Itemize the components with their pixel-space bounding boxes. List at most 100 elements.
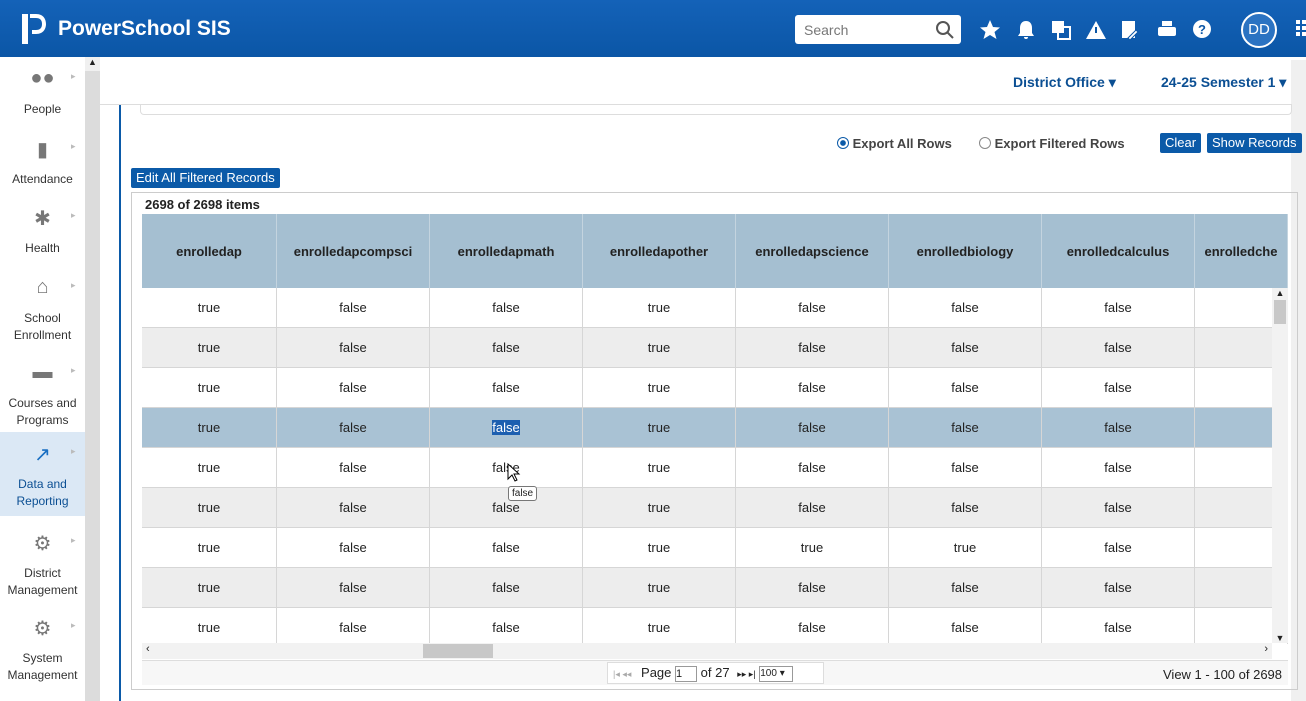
grid-cell: false (277, 368, 430, 407)
sidebar: ●● ▸ People ▮ ▸ Attendance ✱ ▸ Health ⌂ ▸ School En… (0, 57, 85, 701)
nav-arrow: ▸ (71, 535, 76, 545)
nav-label: District Management (7, 566, 78, 597)
cell-text: true (647, 620, 671, 635)
item-count: 2698 of 2698 items (145, 197, 260, 212)
cell-text: true (647, 300, 671, 315)
column-header[interactable]: enrolledapother (583, 214, 736, 288)
cell-text: false (339, 540, 367, 555)
cell-text: true (197, 460, 221, 475)
cell-text: false (798, 620, 826, 635)
nav-item[interactable]: ⚙ ▸ System Management (0, 606, 85, 690)
grid-row[interactable]: truefalsefalsetruefalsefalsefalsefal (142, 488, 1288, 528)
grid-cell: false (889, 288, 1042, 327)
cell-text: false (1104, 380, 1132, 395)
export-filtered-option[interactable]: Export Filtered Rows (979, 136, 1125, 151)
grid-cell: true (583, 488, 736, 527)
grid-cell: false (1042, 528, 1195, 567)
export-all-option[interactable]: Export All Rows (837, 136, 952, 151)
grid-cell: false (1042, 328, 1195, 367)
nav-arrow: ▸ (71, 280, 76, 290)
edit-filtered-button[interactable]: Edit All Filtered Records (131, 168, 280, 188)
term-select[interactable]: 24-25 Semester 1 ▾ (1161, 74, 1287, 90)
cell-text: false (951, 340, 979, 355)
show-records-button[interactable]: Show Records (1207, 133, 1302, 153)
grid-cell: false (430, 568, 583, 607)
column-header[interactable]: enrolledapcompsci (277, 214, 430, 288)
cell-text: false (951, 420, 979, 435)
page-label: Page (641, 665, 672, 680)
cell-text: false (1104, 500, 1132, 515)
nav-item[interactable]: ▬ ▸ Courses and Programs (0, 351, 85, 435)
cell-text: true (197, 420, 221, 435)
help-icon[interactable]: ? (1192, 19, 1214, 41)
grid-cell: true (583, 568, 736, 607)
nav-arrow: ▸ (71, 620, 76, 630)
grid-cell: true (142, 288, 277, 327)
grid-cell: true (142, 608, 277, 644)
page-size-select[interactable]: 100 ▾ (759, 665, 794, 682)
nav-icon: ▮ (36, 139, 48, 161)
cell-text: false (798, 460, 826, 475)
nav-item[interactable]: ●● ▸ People (0, 57, 85, 141)
column-header[interactable]: enrolledche (1195, 214, 1288, 288)
grid-cell: false (430, 608, 583, 644)
column-header[interactable]: enrolledbiology (889, 214, 1042, 288)
column-header[interactable]: enrolledapmath (430, 214, 583, 288)
mouse-cursor (507, 463, 521, 482)
nav-label: Data and Reporting (16, 477, 69, 508)
user-avatar[interactable]: DD (1241, 12, 1277, 48)
grid-cell: true (583, 328, 736, 367)
grid-cell: false (889, 488, 1042, 527)
nav-icon: ⚙ (33, 533, 52, 555)
district-select[interactable]: District Office ▾ (1013, 74, 1116, 90)
nav-icon: ⚙ (33, 618, 52, 640)
nav-label: Attendance (12, 172, 73, 186)
nav-item[interactable]: ✱ ▸ Health (0, 196, 85, 280)
grid-cell: false (277, 288, 430, 327)
nav-arrow: ▸ (71, 446, 76, 456)
cell-text: false (492, 580, 520, 595)
grid-cell: true (583, 408, 736, 447)
grid-cell: false (1042, 288, 1195, 327)
header-bar: PowerSchool SIS Search ? DD (0, 0, 1306, 57)
cell-text: false (492, 340, 520, 355)
grid-cell: false (430, 368, 583, 407)
apps-icon[interactable] (1294, 20, 1306, 38)
clear-button[interactable]: Clear (1160, 133, 1202, 153)
cell-text: false (339, 420, 367, 435)
page-input[interactable]: 1 (675, 665, 698, 682)
tooltip: false (508, 486, 538, 501)
column-header[interactable]: enrolledapscience (736, 214, 889, 288)
nav-item[interactable]: ↗ ▸ Data and Reporting (0, 432, 85, 516)
column-header[interactable]: enrolledcalculus (1042, 214, 1195, 288)
cell-text: false (1104, 540, 1132, 555)
grid-box (131, 192, 1298, 690)
search-box[interactable]: Search (795, 15, 961, 44)
view-range: View 1 - 100 of 2698 (1163, 667, 1283, 682)
column-header[interactable]: enrolledap (142, 214, 277, 288)
cell-text: true (197, 300, 221, 315)
nav-item[interactable]: ⚙ ▸ District Management (0, 521, 85, 605)
grid-cell: true (583, 608, 736, 644)
sidebar-scrollbar: ▲ (85, 57, 100, 701)
grid-row[interactable]: truefalsefalsetruetruetruefalsefal (142, 528, 1288, 568)
svg-text:?: ? (1198, 22, 1206, 37)
grid-cell: true (889, 528, 1042, 567)
nav-icon: ⌂ (36, 276, 49, 298)
grid-cell: false (430, 328, 583, 367)
nav-item[interactable]: ⌂ ▸ School Enrollment (0, 266, 85, 350)
header-icons[interactable] (978, 18, 1178, 42)
cell-text: true (647, 580, 671, 595)
cell-text: false (492, 620, 520, 635)
nav-icon: ↗ (34, 444, 51, 466)
export-filtered-label: Export Filtered Rows (994, 136, 1125, 151)
nav-item[interactable]: ▮ ▸ Attendance (0, 127, 85, 211)
